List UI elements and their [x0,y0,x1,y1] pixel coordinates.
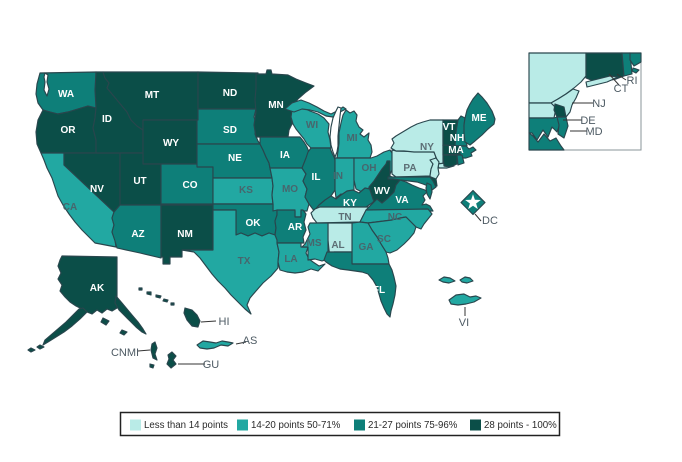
svg-text:MO: MO [282,184,298,195]
svg-text:NH: NH [450,133,464,144]
svg-text:SD: SD [223,125,237,136]
svg-text:VA: VA [395,195,408,206]
svg-text:KY: KY [343,198,357,209]
svg-text:DC: DC [482,215,498,227]
svg-text:PA: PA [403,163,416,174]
svg-text:ND: ND [223,88,237,99]
svg-text:GA: GA [359,242,374,253]
svg-text:Less than 14 points: Less than 14 points [144,420,228,431]
svg-text:TN: TN [338,212,351,223]
svg-text:AL: AL [331,240,344,251]
svg-text:VT: VT [443,122,456,133]
svg-text:SC: SC [377,234,391,245]
svg-text:RI: RI [627,75,638,87]
svg-text:AR: AR [288,222,303,233]
svg-text:AK: AK [90,283,105,294]
svg-text:FL: FL [373,285,385,296]
svg-text:NY: NY [420,142,434,153]
svg-text:OR: OR [61,125,77,136]
svg-text:NE: NE [228,153,242,164]
svg-text:DE: DE [580,115,595,127]
svg-text:OK: OK [246,218,262,229]
svg-text:NM: NM [177,229,193,240]
svg-text:LA: LA [284,254,297,265]
svg-text:ME: ME [472,113,487,124]
svg-text:UT: UT [133,176,146,187]
svg-text:AZ: AZ [131,229,144,240]
svg-text:MN: MN [268,100,284,111]
svg-text:OH: OH [362,163,377,174]
svg-text:CO: CO [183,180,198,191]
svg-text:WV: WV [374,186,390,197]
svg-text:NC: NC [388,212,402,223]
svg-text:MI: MI [346,133,357,144]
svg-text:WY: WY [163,138,179,149]
svg-text:28 points - 100%: 28 points - 100% [484,420,557,431]
svg-text:IL: IL [312,172,321,183]
svg-text:VI: VI [459,317,469,329]
svg-text:21-27 points 75-96%: 21-27 points 75-96% [368,420,458,431]
svg-text:HI: HI [219,316,230,328]
svg-text:KS: KS [239,185,253,196]
svg-text:MD: MD [585,126,602,138]
svg-text:MS: MS [307,238,322,249]
svg-text:CA: CA [63,202,77,213]
svg-text:14-20 points 50-71%: 14-20 points 50-71% [251,420,341,431]
svg-text:IN: IN [333,171,343,182]
svg-text:IA: IA [280,150,290,161]
svg-text:MA: MA [448,145,464,156]
svg-text:CT: CT [614,83,629,95]
svg-text:TX: TX [238,256,251,267]
svg-text:GU: GU [203,359,220,371]
svg-text:CNMI: CNMI [111,347,139,359]
svg-text:WI: WI [306,120,318,131]
svg-text:NJ: NJ [592,98,605,110]
svg-text:AS: AS [243,335,258,347]
svg-text:ID: ID [102,114,112,125]
svg-text:MT: MT [145,90,159,101]
svg-text:WA: WA [58,89,74,100]
svg-text:NV: NV [90,184,104,195]
